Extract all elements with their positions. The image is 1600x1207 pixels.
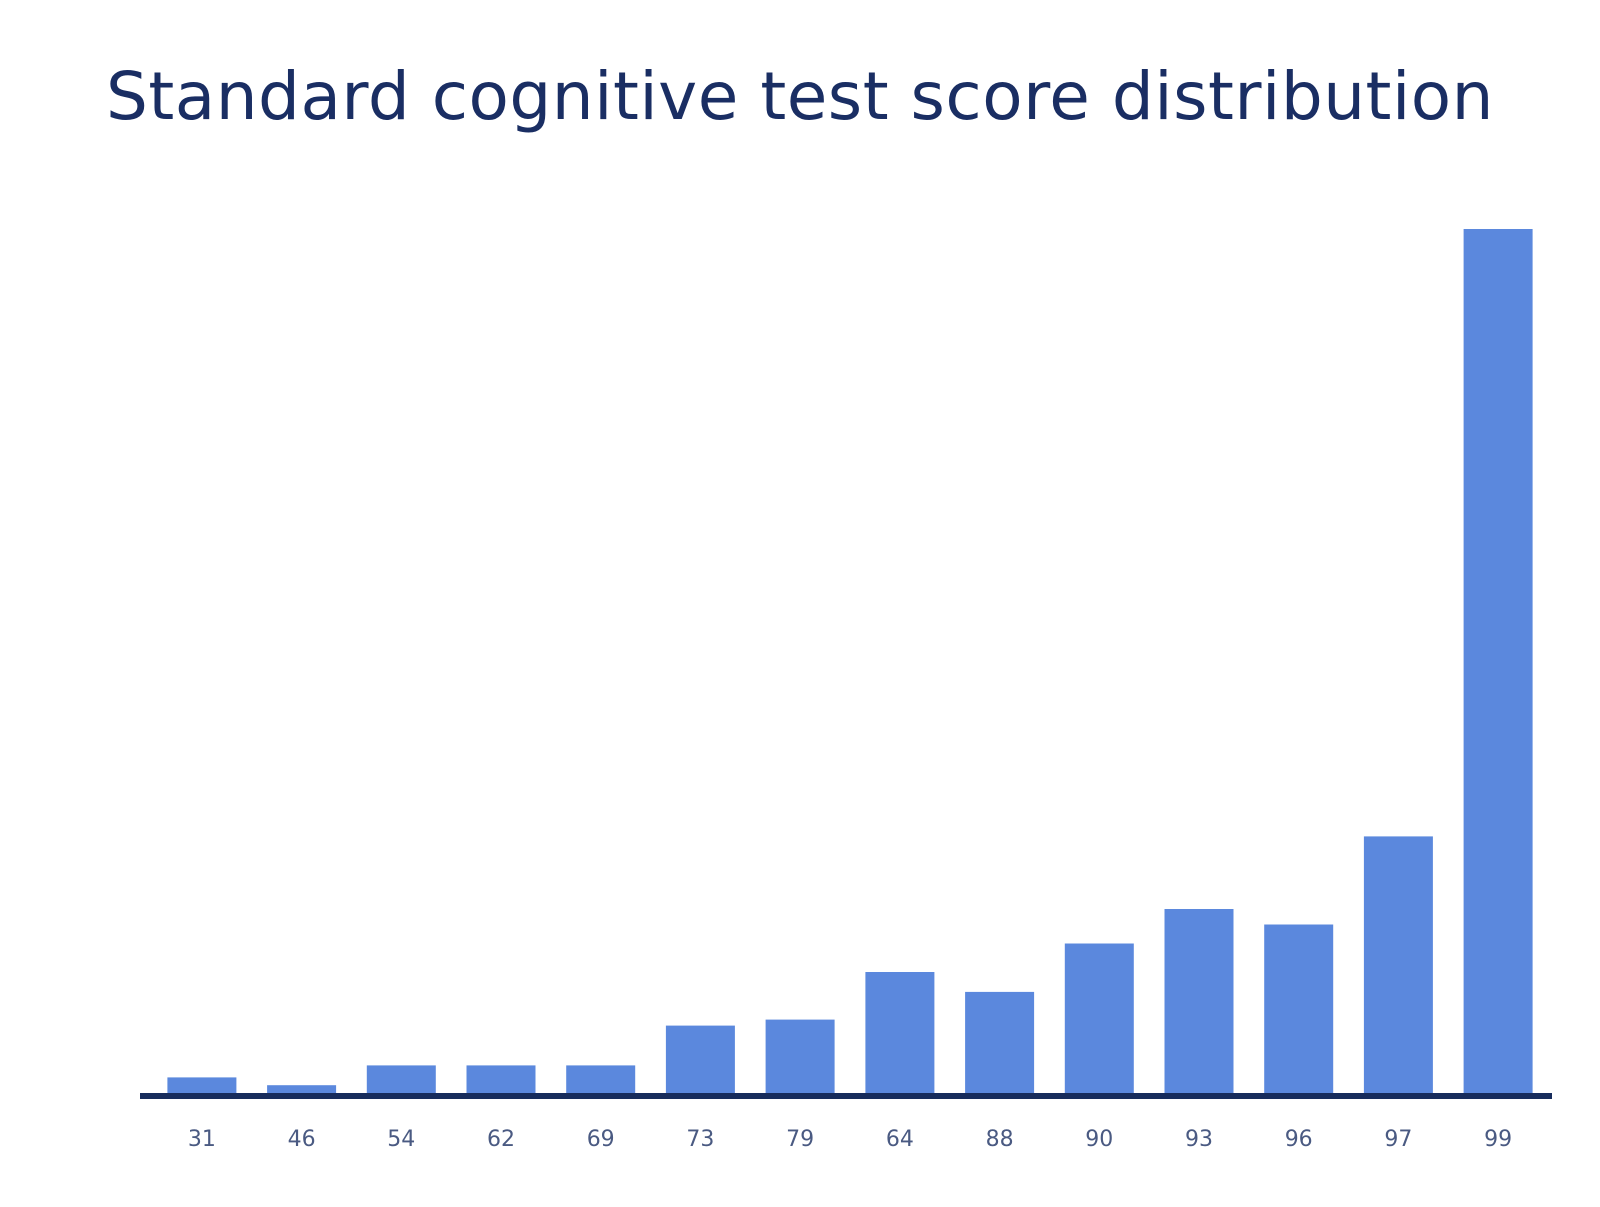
bar-46 bbox=[267, 1085, 337, 1093]
bar-88 bbox=[965, 991, 1035, 1093]
bar-79 bbox=[765, 1019, 835, 1093]
x-tick-label: 96 bbox=[1285, 1127, 1313, 1152]
bar-54 bbox=[366, 1065, 436, 1093]
x-tick-label: 46 bbox=[288, 1127, 316, 1152]
x-tick-label: 73 bbox=[686, 1127, 714, 1152]
bar-96 bbox=[1264, 924, 1334, 1093]
x-tick-label: 31 bbox=[188, 1127, 216, 1152]
bar-97 bbox=[1363, 836, 1433, 1093]
bar-73 bbox=[665, 1025, 735, 1093]
chart-title: Standard cognitive test score distributi… bbox=[106, 58, 1494, 135]
bar-69 bbox=[566, 1065, 636, 1093]
x-tick-label: 62 bbox=[487, 1127, 515, 1152]
x-tick-label: 88 bbox=[986, 1127, 1014, 1152]
x-tick-label: 79 bbox=[786, 1127, 814, 1152]
x-tick-label: 97 bbox=[1384, 1127, 1412, 1152]
bar-99 bbox=[1463, 229, 1533, 1093]
bar-93 bbox=[1164, 909, 1234, 1093]
bar-64 bbox=[865, 972, 935, 1093]
bars-group bbox=[167, 229, 1533, 1093]
x-tick-label: 54 bbox=[387, 1127, 415, 1152]
x-tick-label: 99 bbox=[1484, 1127, 1512, 1152]
x-tick-labels: 31 46 54 62 69 73 79 64 88 90 93 96 97 99 bbox=[188, 1127, 1512, 1152]
x-tick-label: 90 bbox=[1085, 1127, 1113, 1152]
x-tick-label: 64 bbox=[886, 1127, 914, 1152]
bar-90 bbox=[1064, 943, 1134, 1093]
x-tick-label: 93 bbox=[1185, 1127, 1213, 1152]
x-tick-label: 69 bbox=[587, 1127, 615, 1152]
bar-31 bbox=[167, 1077, 237, 1093]
bar-62 bbox=[466, 1065, 536, 1093]
